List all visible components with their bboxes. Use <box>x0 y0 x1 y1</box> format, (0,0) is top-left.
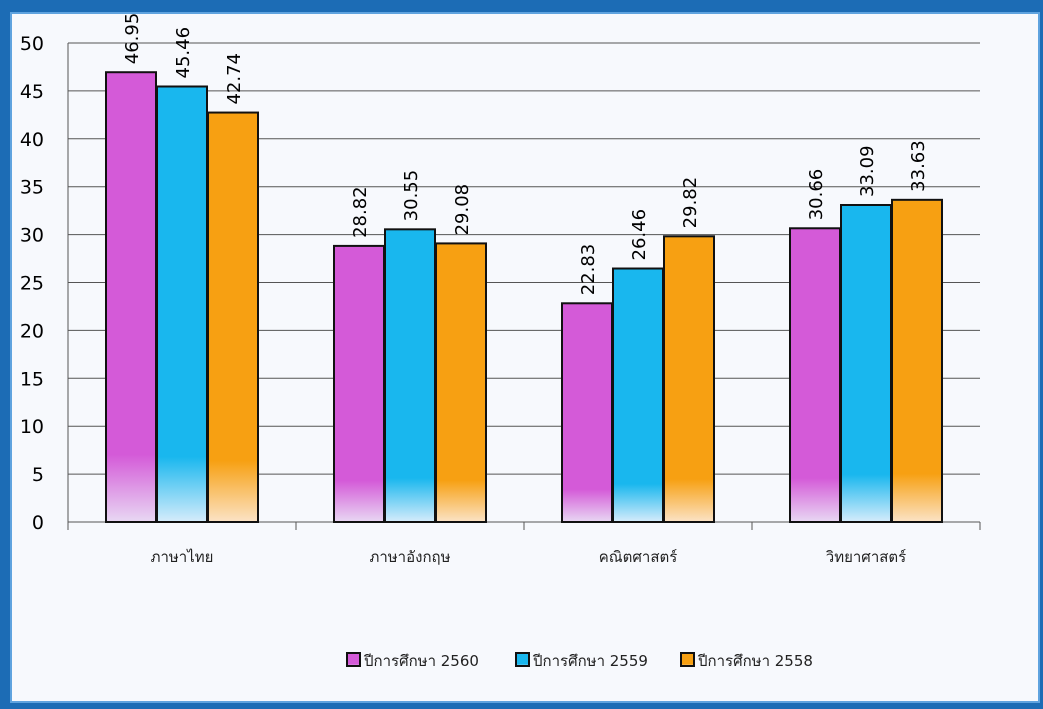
y-tick-label: 0 <box>32 512 44 534</box>
bar-3-2 <box>435 242 487 523</box>
legend-label: ปีการศึกษา 2560 <box>363 652 479 670</box>
y-tick-label: 50 <box>20 33 44 55</box>
bar-2-1 <box>156 85 208 524</box>
data-label: 26.46 <box>629 209 650 261</box>
axes: 0 5 10 15 20 25 30 35 40 45 50 ภาษาไทย ภาษาอังกฤษ คณิ… <box>20 33 981 566</box>
data-label: 33.09 <box>857 145 878 197</box>
y-tick-label: 20 <box>20 320 44 342</box>
data-label: 46.95 <box>122 13 143 65</box>
data-label: 30.55 <box>401 170 422 222</box>
data-label: 33.63 <box>908 140 929 192</box>
x-tick-label: คณิตศาสตร์ <box>599 548 678 566</box>
legend-swatch <box>680 652 695 667</box>
data-labels: 46.95 45.46 42.74 28.82 30.55 29.08 22.83 26.46… <box>122 13 929 296</box>
data-label: 45.46 <box>173 27 194 79</box>
y-tick-label: 5 <box>32 464 44 486</box>
data-label: 22.83 <box>578 244 599 296</box>
legend-label: ปีการศึกษา 2558 <box>697 652 813 670</box>
bar-2-4 <box>840 203 892 523</box>
data-label: 29.82 <box>680 177 701 229</box>
y-tick-label: 15 <box>20 368 44 390</box>
y-tick-label: 35 <box>20 177 44 199</box>
legend-label: ปีการศึกษา 2559 <box>532 652 648 670</box>
legend: ปีการศึกษา 2560 ปีการศึกษา 2559 ปีการศึกษา… <box>346 652 813 670</box>
bar-3-1 <box>207 111 259 523</box>
y-tick-label: 25 <box>20 273 44 295</box>
bar-1-3 <box>561 302 613 523</box>
data-label: 30.66 <box>806 169 827 221</box>
bar-3-3 <box>663 235 715 523</box>
data-label: 28.82 <box>350 186 371 238</box>
bar-3-4 <box>891 198 943 524</box>
x-tick-label: ภาษาอังกฤษ <box>369 548 450 566</box>
bar-1-1 <box>105 71 157 524</box>
data-label: 29.08 <box>452 184 473 236</box>
bars <box>105 71 943 524</box>
bar-2-2 <box>384 228 436 523</box>
y-tick-label: 30 <box>20 225 44 247</box>
legend-swatch <box>515 652 530 667</box>
y-tick-label: 45 <box>20 81 44 103</box>
bar-2-3 <box>612 267 664 524</box>
x-tick-label: วิทยาศาสตร์ <box>825 548 906 566</box>
x-tick-label: ภาษาไทย <box>151 548 214 566</box>
legend-swatch <box>346 652 361 667</box>
bar-1-4 <box>789 227 841 524</box>
y-tick-label: 10 <box>20 416 44 438</box>
y-tick-label: 40 <box>20 129 44 151</box>
data-label: 42.74 <box>224 53 245 105</box>
bar-1-2 <box>333 244 385 524</box>
